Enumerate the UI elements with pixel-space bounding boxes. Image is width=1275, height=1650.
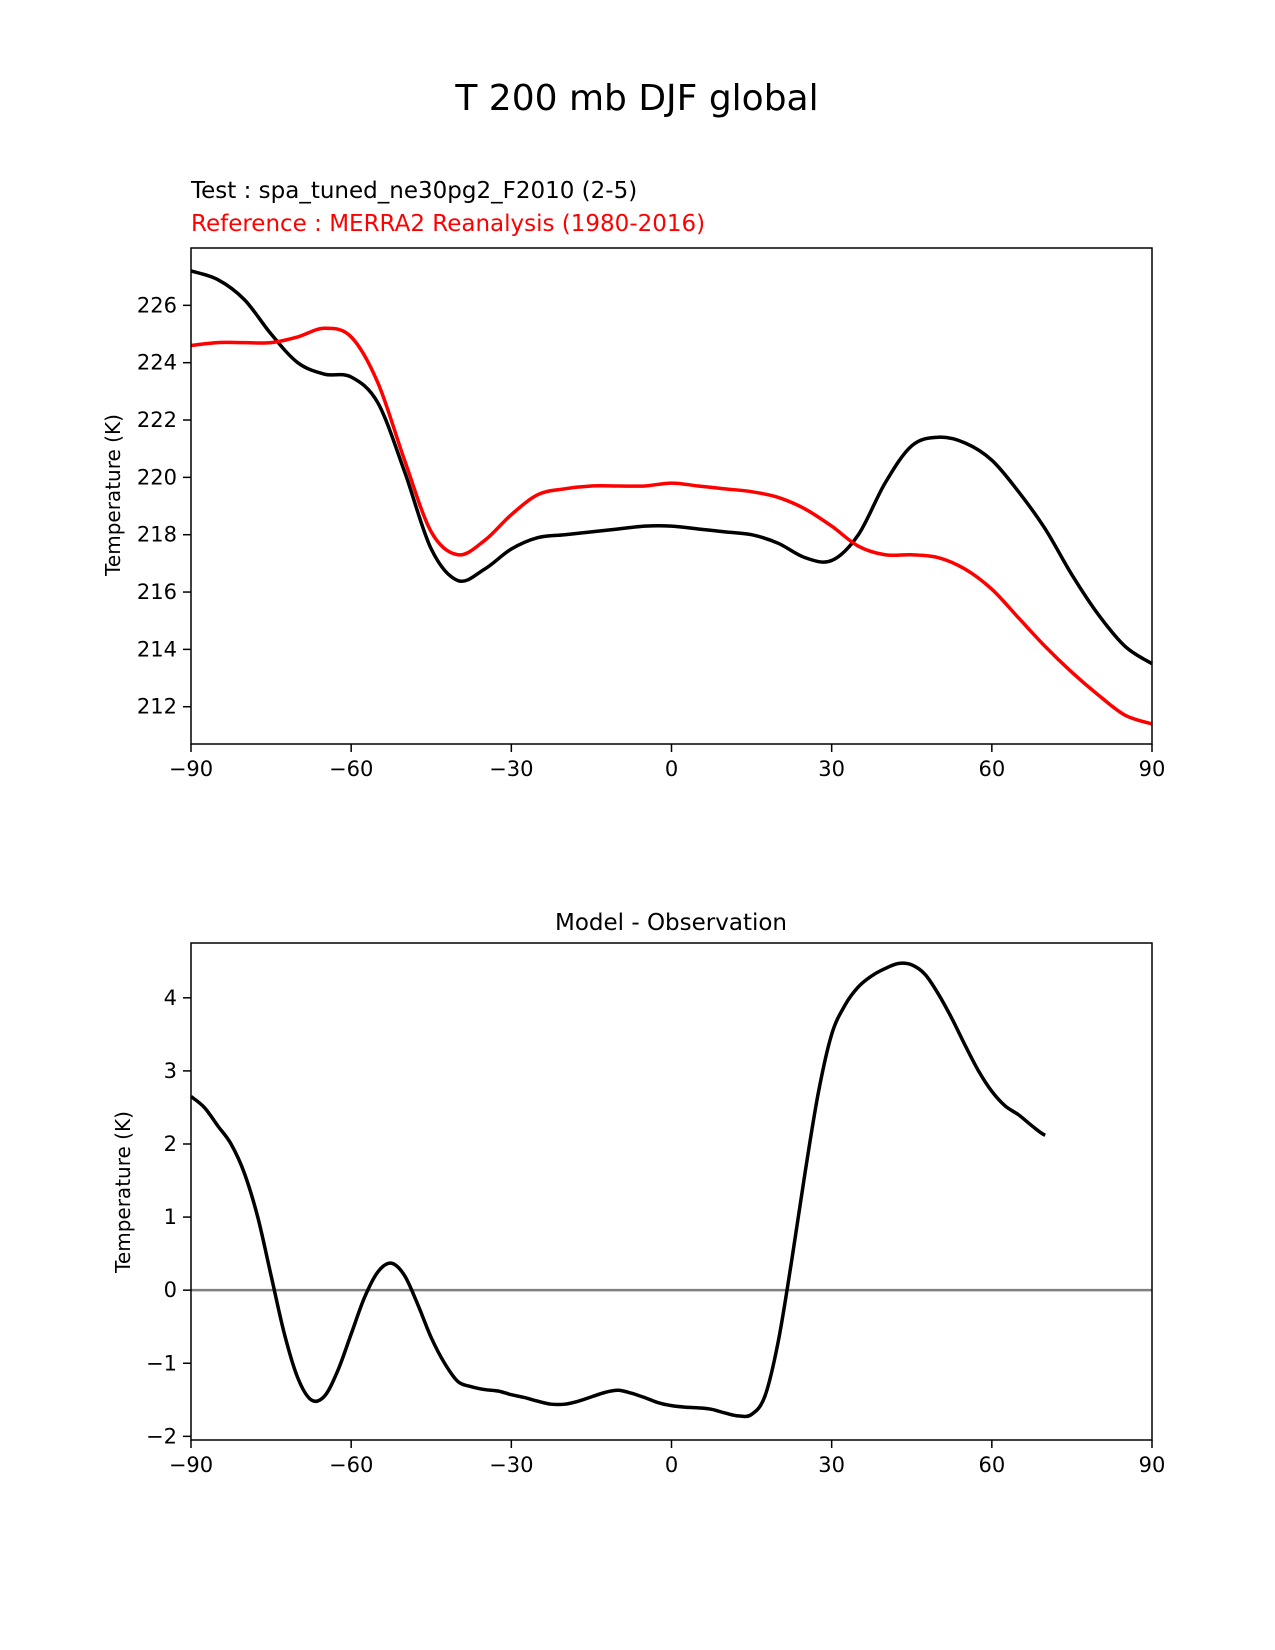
y-tick-label: −2 bbox=[146, 1424, 177, 1448]
y-tick-label: 218 bbox=[137, 523, 177, 547]
y-tick-label: 224 bbox=[137, 351, 177, 375]
x-tick-label: 90 bbox=[1139, 1453, 1166, 1477]
x-tick-label: 60 bbox=[978, 1453, 1005, 1477]
y-ticks: −2 −1 0 1 2 3 4 bbox=[146, 986, 191, 1448]
series-lines bbox=[189, 961, 1046, 1419]
x-tick-label: 90 bbox=[1139, 757, 1166, 781]
x-tick-label: 60 bbox=[978, 757, 1005, 781]
panel-bottom: Model - Observation Temperature (K) −90−… bbox=[111, 910, 1165, 1477]
y-tick-label: 2 bbox=[164, 1132, 177, 1156]
x-tick-label: −60 bbox=[329, 1453, 373, 1477]
x-ticks: −90 −60 −30 0 30 60 90 bbox=[169, 1440, 1166, 1477]
figure-title: T 200 mb DJF global bbox=[454, 78, 818, 119]
x-tick-label: 30 bbox=[818, 757, 845, 781]
y-tick-label: 226 bbox=[137, 293, 177, 317]
y-axis-label: Temperature (K) bbox=[101, 414, 125, 577]
x-tick-label: −30 bbox=[489, 757, 533, 781]
y-tick-label: 212 bbox=[137, 695, 177, 719]
x-tick-label: −30 bbox=[489, 1453, 533, 1477]
panel-top: Test : spa_tuned_ne30pg2_F2010 (2-5) Ref… bbox=[101, 178, 1165, 781]
y-ticks: 212 214 216 218 220 222 224 226 bbox=[137, 293, 191, 719]
x-tick-label: 0 bbox=[665, 757, 678, 781]
x-tick-label: 0 bbox=[665, 1453, 678, 1477]
y-tick-label: 216 bbox=[137, 580, 177, 604]
x-tick-label: 30 bbox=[818, 1453, 845, 1477]
y-axis-label: Temperature (K) bbox=[111, 1111, 135, 1274]
x-tick-label: −90 bbox=[169, 1453, 213, 1477]
test-label: Test : spa_tuned_ne30pg2_F2010 (2-5) bbox=[190, 178, 637, 204]
series-line-0 bbox=[189, 961, 1046, 1419]
series-line-1 bbox=[190, 326, 1153, 726]
diff-title: Model - Observation bbox=[555, 910, 787, 936]
y-tick-label: 214 bbox=[137, 637, 177, 661]
y-tick-label: 1 bbox=[164, 1205, 177, 1229]
x-ticks: −90 −60 −30 0 30 60 90 bbox=[169, 744, 1166, 781]
axes-frame bbox=[190, 247, 1153, 745]
x-tick-label: −90 bbox=[169, 757, 213, 781]
axes-frame bbox=[190, 942, 1153, 1441]
y-tick-label: −1 bbox=[146, 1351, 177, 1375]
y-tick-label: 220 bbox=[137, 465, 177, 489]
series-lines bbox=[190, 269, 1153, 726]
reference-label: Reference : MERRA2 Reanalysis (1980-2016… bbox=[191, 211, 705, 237]
y-tick-label: 222 bbox=[137, 408, 177, 432]
series-line-0 bbox=[190, 269, 1153, 666]
y-tick-label: 3 bbox=[164, 1059, 177, 1083]
y-tick-label: 0 bbox=[164, 1278, 177, 1302]
x-tick-label: −60 bbox=[329, 757, 373, 781]
y-tick-label: 4 bbox=[164, 986, 177, 1010]
